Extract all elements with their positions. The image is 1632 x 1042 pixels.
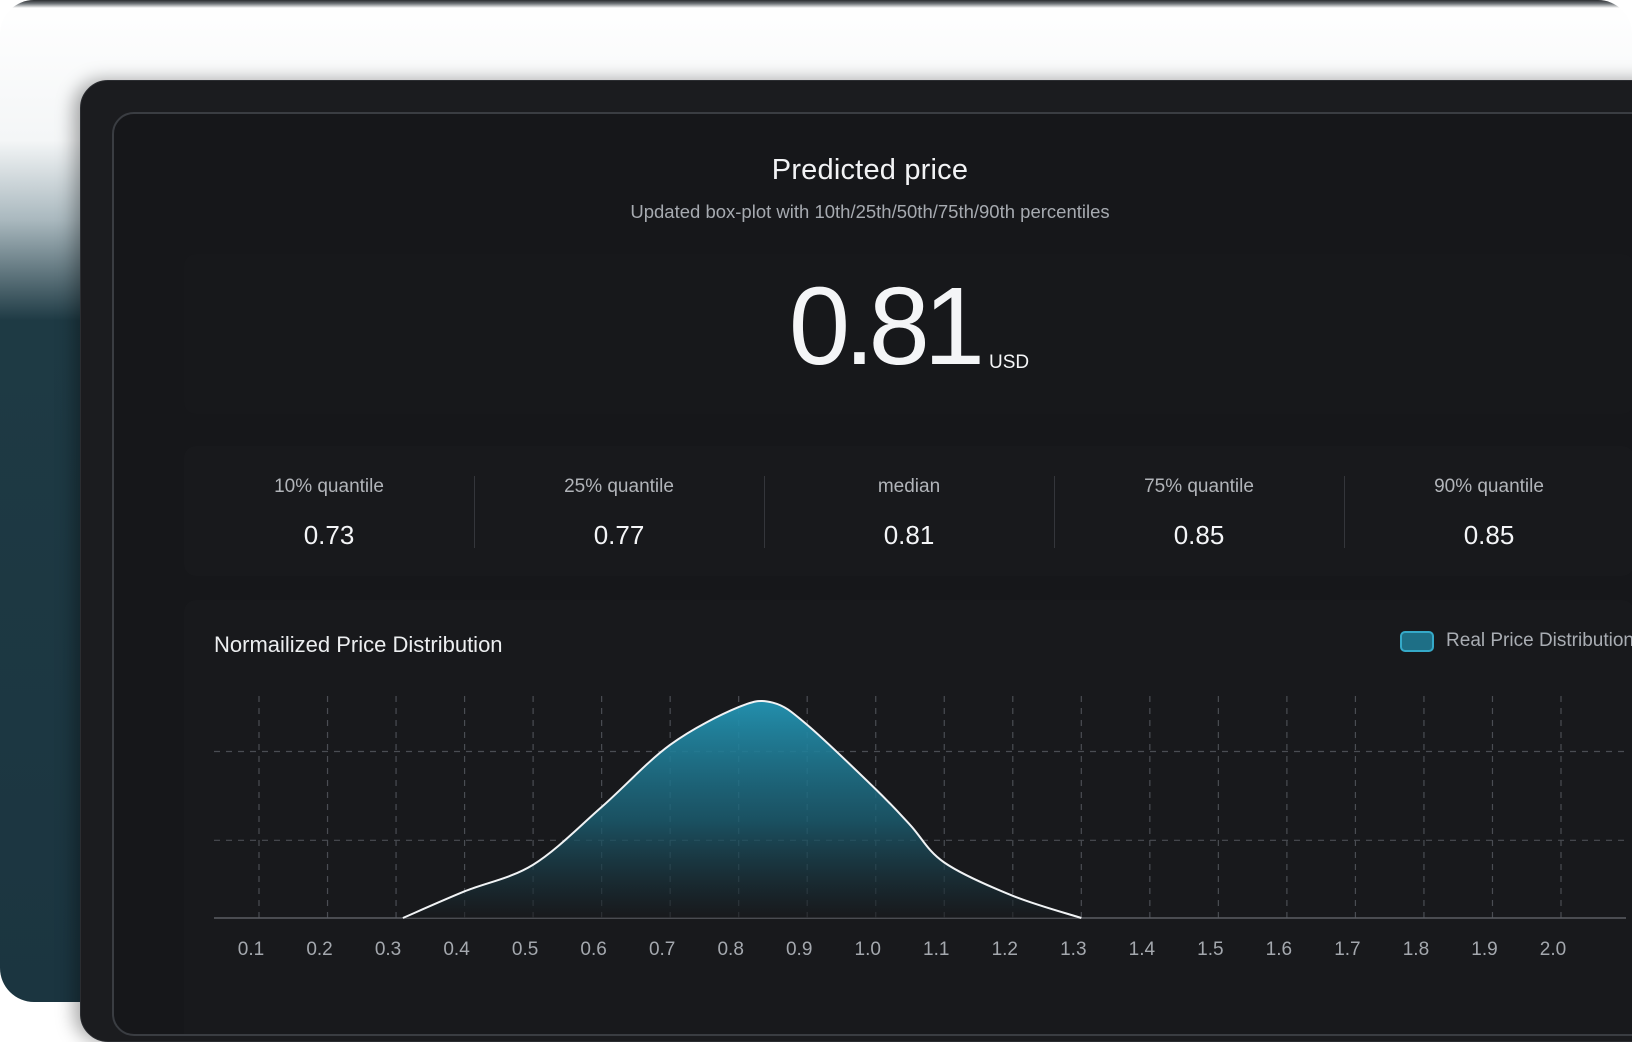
quantiles-row: 10% quantile 0.73 25% quantile 0.77 medi… [184, 446, 1632, 576]
x-tick-label: 0.4 [443, 939, 470, 960]
x-tick-label: 0.3 [375, 939, 401, 960]
x-tick-label: 1.2 [992, 939, 1018, 960]
distribution-line [402, 699, 1082, 919]
x-tick-label: 0.7 [649, 939, 675, 960]
x-tick-label: 1.4 [1129, 939, 1156, 960]
quantile-90: 90% quantile 0.85 [1344, 446, 1632, 576]
predicted-price: 0.81 USD [184, 272, 1632, 382]
quantile-10: 10% quantile 0.73 [184, 446, 474, 576]
legend-label: Real Price Distribution [1446, 630, 1632, 651]
x-tick-label: 1.7 [1334, 939, 1360, 960]
dashboard-screen: Predicted price Updated box-plot with 10… [112, 112, 1632, 1036]
price-value: 0.81 [788, 265, 985, 388]
area-layer [402, 699, 1082, 919]
distribution-chart: 0.1 0.2 0.3 0.4 0.5 0.6 0.7 0.8 0.9 1.0 1.1 1.2 1.3 1… [214, 696, 1626, 960]
x-tick-label: 0.6 [580, 939, 606, 960]
quantile-label: 10% quantile [274, 476, 384, 497]
header: Predicted price Updated box-plot with 10… [114, 154, 1626, 223]
x-tick-label: 0.2 [306, 939, 332, 960]
price-unit: USD [988, 352, 1030, 373]
distribution-area [402, 700, 1082, 918]
x-tick-label: 2.0 [1540, 939, 1566, 960]
x-tick-label: 1.6 [1266, 939, 1292, 960]
quantile-value: 0.77 [593, 520, 645, 550]
quantile-value: 0.85 [1463, 520, 1515, 550]
x-tick-label: 0.8 [717, 939, 743, 960]
x-tick-label: 1.8 [1403, 939, 1429, 960]
frame-top-edge [0, 0, 1632, 8]
quantile-25: 25% quantile 0.77 [474, 446, 764, 576]
x-axis-ticks: 0.1 0.2 0.3 0.4 0.5 0.6 0.7 0.8 0.9 1.0 1.1 1.2 1.3 1… [238, 939, 1566, 960]
chart-title: Normailized Price Distribution [214, 632, 503, 657]
x-tick-label: 1.1 [923, 939, 949, 960]
x-tick-label: 1.5 [1197, 939, 1223, 960]
quantile-label: 90% quantile [1434, 476, 1544, 497]
x-tick-label: 0.1 [238, 939, 264, 960]
x-tick-label: 0.5 [512, 939, 538, 960]
predicted-price-panel: 0.81 USD [184, 254, 1632, 414]
page-title: Predicted price [771, 154, 969, 186]
distribution-chart-panel: Normailized Price Distribution Real Pric… [184, 600, 1632, 1034]
x-tick-label: 1.9 [1471, 939, 1497, 960]
chart-legend[interactable]: Real Price Distribution [1400, 630, 1632, 652]
quantile-value: 0.81 [883, 520, 935, 550]
quantile-value: 0.85 [1173, 520, 1225, 550]
quantile-label: median [877, 476, 941, 497]
x-tick-label: 1.3 [1060, 939, 1086, 960]
quantile-median: median 0.81 [764, 446, 1054, 576]
quantile-75: 75% quantile 0.85 [1054, 446, 1344, 576]
page-subtitle: Updated box-plot with 10th/25th/50th/75t… [630, 201, 1110, 222]
quantile-label: 25% quantile [564, 476, 674, 497]
x-tick-label: 1.0 [855, 939, 881, 960]
legend-swatch [1400, 630, 1435, 652]
x-tick-label: 0.9 [786, 939, 812, 960]
quantile-value: 0.73 [303, 520, 355, 550]
quantile-label: 75% quantile [1144, 476, 1254, 497]
